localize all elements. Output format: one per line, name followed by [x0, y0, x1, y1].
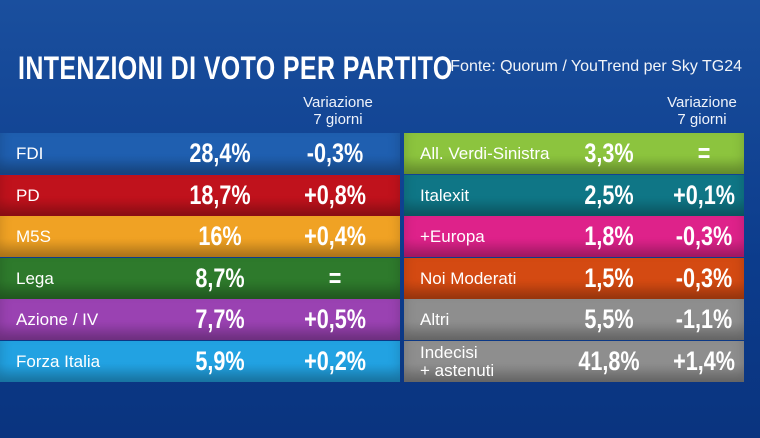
vote-share: 1,5% — [584, 263, 634, 293]
table-row: Forza Italia 5,9% +0,2% — [0, 341, 400, 382]
vote-share: 16% — [198, 221, 242, 251]
weekly-change: = — [697, 138, 711, 168]
table-row: Noi Moderati 1,5% -0,3% — [404, 258, 744, 299]
vote-share: 5,5% — [584, 304, 634, 334]
table-row: +Europa 1,8% -0,3% — [404, 216, 744, 257]
weekly-change: +0,2% — [304, 346, 366, 376]
vote-share: 3,3% — [584, 138, 634, 168]
weekly-change: +0,1% — [673, 180, 735, 210]
weekly-change: +0,5% — [304, 304, 366, 334]
table-row: Italexit 2,5% +0,1% — [404, 175, 744, 216]
variation-header-right: Variazione 7 giorni — [647, 94, 757, 128]
variation-header-left: Variazione 7 giorni — [283, 94, 393, 128]
source-label: Fonte: Quorum / YouTrend per Sky TG24 — [450, 58, 742, 75]
vote-share: 5,9% — [195, 346, 245, 376]
vote-share: 2,5% — [584, 180, 634, 210]
party-name: FDI — [16, 143, 44, 163]
vote-share: 7,7% — [195, 304, 245, 334]
party-name: Altri — [420, 309, 450, 329]
weekly-change: -0,3% — [675, 221, 733, 251]
party-name: Italexit — [420, 185, 470, 205]
party-name: Noi Moderati — [420, 268, 517, 288]
weekly-change: -0,3% — [306, 138, 364, 168]
vote-share: 1,8% — [584, 221, 634, 251]
weekly-change: +1,4% — [673, 346, 735, 376]
table-row: PD 18,7% +0,8% — [0, 175, 400, 216]
page-title: INTENZIONI DI VOTO PER PARTITO — [18, 50, 453, 86]
weekly-change: = — [328, 263, 342, 293]
table-row: All. Verdi-Sinistra 3,3% = — [404, 133, 744, 174]
weekly-change: +0,4% — [304, 221, 366, 251]
table-row: Azione / IV 7,7% +0,5% — [0, 299, 400, 340]
table-row: Indecisi + astenuti 41,8% +1,4% — [404, 341, 744, 382]
table-row: FDI 28,4% -0,3% — [0, 133, 400, 174]
variation-header-line1: Variazione — [303, 94, 373, 111]
variation-header-line2: 7 giorni — [313, 111, 363, 128]
vote-share: 8,7% — [195, 263, 245, 293]
weekly-change: -1,1% — [675, 304, 733, 334]
vote-share: 28,4% — [189, 138, 251, 168]
party-name: Azione / IV — [16, 309, 99, 329]
weekly-change: +0,8% — [304, 180, 366, 210]
weekly-change: -0,3% — [675, 263, 733, 293]
table-row: M5S 16% +0,4% — [0, 216, 400, 257]
table-row: Lega 8,7% = — [0, 258, 400, 299]
vote-share: 41,8% — [578, 346, 640, 376]
vote-share: 18,7% — [189, 180, 251, 210]
party-name: Lega — [16, 268, 54, 288]
variation-header-line2: 7 giorni — [677, 111, 727, 128]
party-name: All. Verdi-Sinistra — [420, 143, 550, 163]
table-row: Altri 5,5% -1,1% — [404, 299, 744, 340]
party-name: PD — [16, 185, 40, 205]
party-name: +Europa — [420, 226, 485, 246]
party-name: Indecisi + astenuti — [420, 342, 495, 380]
party-name: M5S — [16, 226, 51, 246]
variation-header-line1: Variazione — [667, 94, 737, 111]
party-name: Forza Italia — [16, 351, 101, 371]
